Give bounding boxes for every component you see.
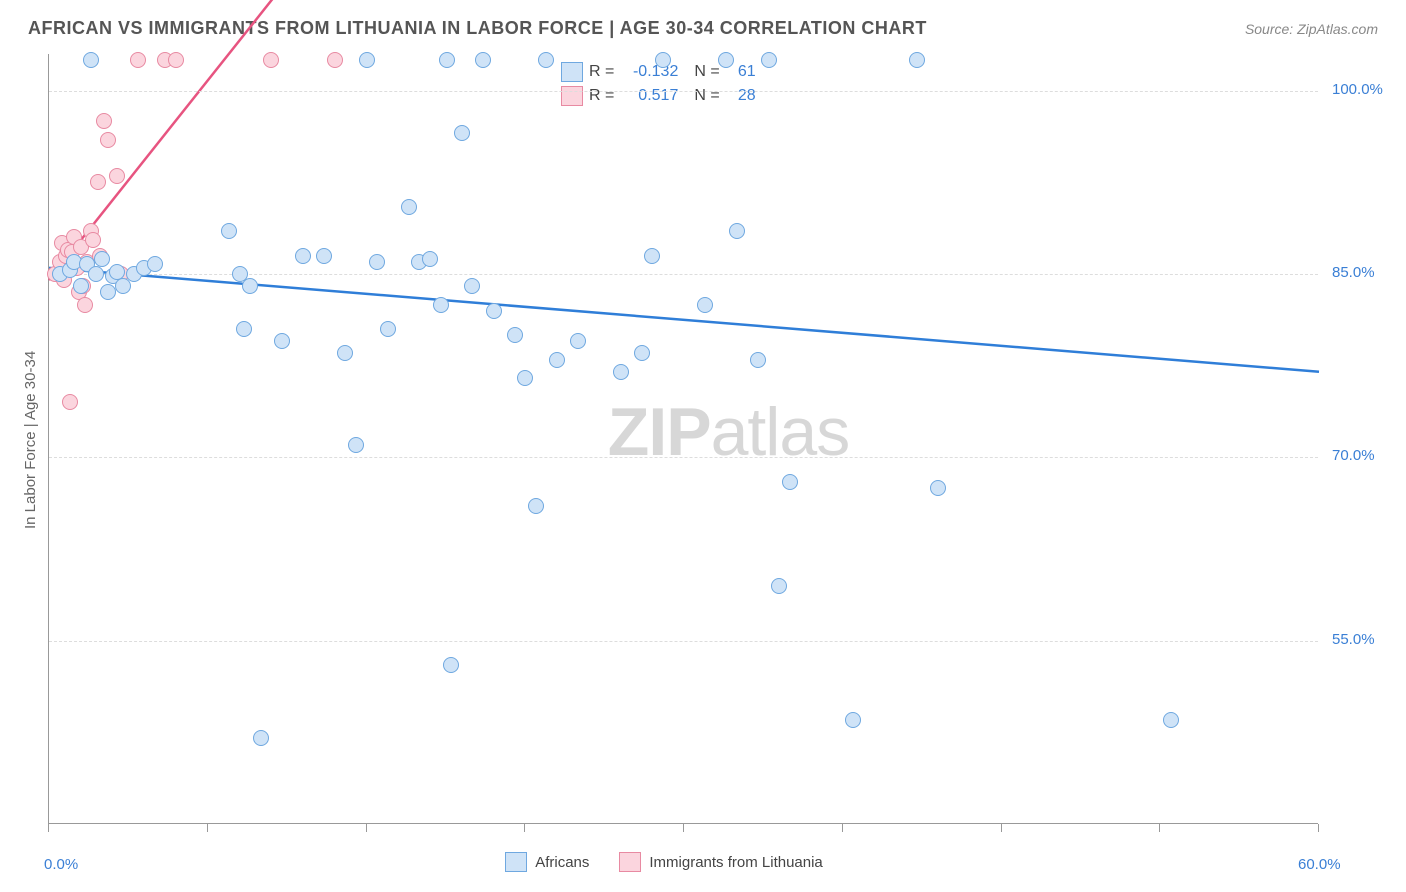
data-point — [359, 52, 375, 68]
plot-area: ZIPatlas R =-0.132N =61R =0.517N =28 — [48, 54, 1318, 824]
legend-swatch — [619, 852, 641, 872]
series-legend-label: Africans — [535, 854, 589, 871]
data-point — [147, 256, 163, 272]
data-point — [570, 333, 586, 349]
data-point — [634, 345, 650, 361]
data-point — [549, 352, 565, 368]
data-point — [348, 437, 364, 453]
data-point — [454, 125, 470, 141]
data-point — [644, 248, 660, 264]
x-tick-mark — [524, 824, 525, 832]
series-legend-label: Immigrants from Lithuania — [649, 854, 822, 871]
data-point — [782, 474, 798, 490]
data-point — [77, 297, 93, 313]
data-point — [295, 248, 311, 264]
x-tick-mark — [683, 824, 684, 832]
data-point — [94, 251, 110, 267]
x-tick-mark — [366, 824, 367, 832]
legend-n-prefix: N = — [694, 63, 719, 81]
gridline-h — [49, 641, 1318, 642]
data-point — [263, 52, 279, 68]
source-label: Source: ZipAtlas.com — [1245, 21, 1378, 37]
data-point — [729, 223, 745, 239]
data-point — [930, 480, 946, 496]
gridline-h — [49, 91, 1318, 92]
data-point — [130, 52, 146, 68]
series-legend: Africans Immigrants from Lithuania — [505, 852, 823, 872]
data-point — [538, 52, 554, 68]
data-point — [274, 333, 290, 349]
data-point — [771, 578, 787, 594]
y-tick-label: 100.0% — [1332, 81, 1383, 98]
x-tick-mark — [1159, 824, 1160, 832]
data-point — [316, 248, 332, 264]
data-point — [83, 52, 99, 68]
data-point — [475, 52, 491, 68]
x-tick-mark — [48, 824, 49, 832]
data-point — [718, 52, 734, 68]
legend-swatch — [505, 852, 527, 872]
data-point — [845, 712, 861, 728]
x-tick-mark — [1318, 824, 1319, 832]
data-point — [327, 52, 343, 68]
legend-r-value: -0.132 — [620, 63, 678, 81]
data-point — [73, 278, 89, 294]
y-tick-label: 70.0% — [1332, 447, 1375, 464]
series-legend-item: Africans — [505, 852, 589, 872]
data-point — [443, 657, 459, 673]
data-point — [464, 278, 480, 294]
title-bar: AFRICAN VS IMMIGRANTS FROM LITHUANIA IN … — [28, 18, 1378, 39]
y-tick-label: 55.0% — [1332, 631, 1375, 648]
data-point — [750, 352, 766, 368]
x-tick-mark — [842, 824, 843, 832]
data-point — [439, 52, 455, 68]
data-point — [168, 52, 184, 68]
x-tick-mark — [207, 824, 208, 832]
data-point — [109, 168, 125, 184]
series-legend-item: Immigrants from Lithuania — [619, 852, 822, 872]
data-point — [337, 345, 353, 361]
data-point — [433, 297, 449, 313]
data-point — [761, 52, 777, 68]
legend-swatch — [561, 86, 583, 106]
data-point — [507, 327, 523, 343]
data-point — [62, 394, 78, 410]
trend-line — [49, 268, 1319, 372]
data-point — [909, 52, 925, 68]
data-point — [369, 254, 385, 270]
data-point — [85, 232, 101, 248]
data-point — [100, 132, 116, 148]
trend-lines-svg — [49, 54, 1319, 824]
data-point — [528, 498, 544, 514]
data-point — [517, 370, 533, 386]
y-tick-label: 85.0% — [1332, 264, 1375, 281]
x-axis-min-label: 0.0% — [44, 856, 78, 873]
data-point — [253, 730, 269, 746]
data-point — [655, 52, 671, 68]
data-point — [109, 264, 125, 280]
x-axis-max-label: 60.0% — [1298, 856, 1341, 873]
legend-r-prefix: R = — [589, 63, 614, 81]
data-point — [380, 321, 396, 337]
data-point — [221, 223, 237, 239]
chart-title: AFRICAN VS IMMIGRANTS FROM LITHUANIA IN … — [28, 18, 927, 39]
data-point — [1163, 712, 1179, 728]
data-point — [697, 297, 713, 313]
x-tick-mark — [1001, 824, 1002, 832]
data-point — [100, 284, 116, 300]
data-point — [236, 321, 252, 337]
data-point — [96, 113, 112, 129]
correlation-legend-row: R =0.517N =28 — [561, 84, 756, 108]
gridline-h — [49, 457, 1318, 458]
legend-swatch — [561, 62, 583, 82]
y-axis-label: In Labor Force | Age 30-34 — [22, 351, 39, 529]
data-point — [88, 266, 104, 282]
data-point — [613, 364, 629, 380]
data-point — [401, 199, 417, 215]
data-point — [242, 278, 258, 294]
data-point — [422, 251, 438, 267]
data-point — [90, 174, 106, 190]
data-point — [486, 303, 502, 319]
